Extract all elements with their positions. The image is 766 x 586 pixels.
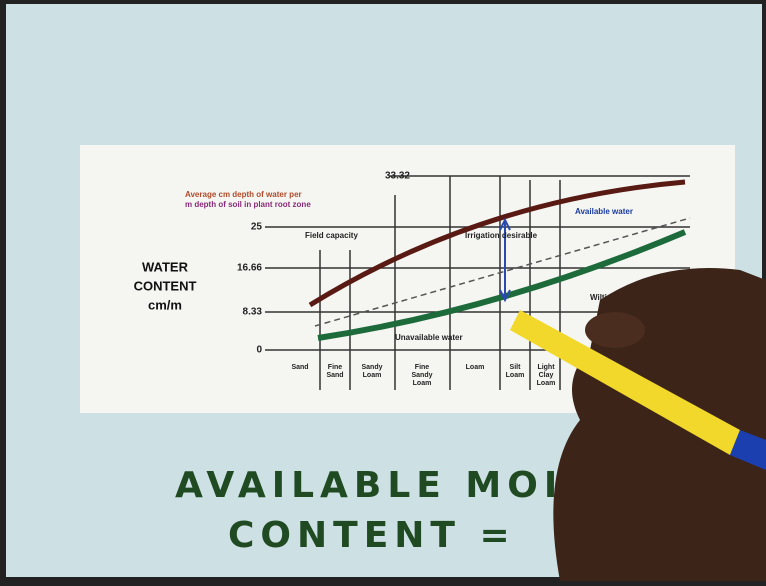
y-tick-label: 33.32 <box>385 171 410 182</box>
hand <box>510 268 766 581</box>
soil-label: Loam <box>537 380 556 387</box>
annotation: Unavailable water <box>395 333 463 342</box>
soil-label: Clay <box>539 372 554 379</box>
soil-label: Silt <box>510 364 522 371</box>
y-axis-label: cm/m <box>148 297 182 312</box>
soil-label: Sand <box>291 364 308 371</box>
soil-label: Sandy <box>411 372 432 379</box>
soil-label: Loam <box>466 364 485 371</box>
legend-note: m depth of soil in plant root zone <box>185 200 311 209</box>
soil-label: Loam <box>506 372 525 379</box>
irrigation-line <box>314 217 691 327</box>
y-tick-label: 0 <box>256 345 262 356</box>
soil-label: Sandy <box>361 364 382 371</box>
soil-label: Loam <box>363 372 382 379</box>
soil-label: Fine <box>415 364 429 371</box>
y-axis-label: WATER <box>142 259 189 274</box>
field-capacity-curve <box>308 179 686 308</box>
y-axis-label: CONTENT <box>134 278 197 293</box>
handwriting: CONTENT = <box>228 515 516 556</box>
wilting-curve <box>317 229 687 341</box>
annotation: Irrigation desirable <box>465 231 538 240</box>
y-tick-label: 16.66 <box>237 263 262 274</box>
y-tick-label: 8.33 <box>243 307 263 318</box>
arrow-heads <box>499 217 511 303</box>
soil-label: Fine <box>328 364 342 371</box>
soil-label: Sand <box>326 372 343 379</box>
y-tick-label: 25 <box>251 222 263 233</box>
legend-note: Average cm depth of water per <box>185 190 302 199</box>
annotation: Field capacity <box>305 231 358 240</box>
annotation: Available water <box>575 207 633 216</box>
soil-label: Loam <box>413 380 432 387</box>
soil-label: Light <box>537 364 555 371</box>
